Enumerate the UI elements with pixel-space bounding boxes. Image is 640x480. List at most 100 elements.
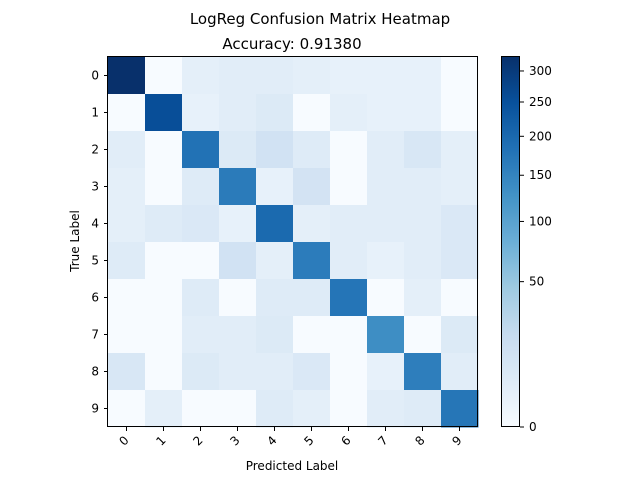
- heatmap-cell: [145, 168, 183, 206]
- chart-title: LogReg Confusion Matrix Heatmap: [190, 10, 450, 28]
- heatmap-cell: [441, 242, 479, 280]
- heatmap-cell: [108, 168, 146, 206]
- heatmap-cell: [108, 205, 146, 243]
- heatmap-cell: [219, 390, 257, 428]
- heatmap-cell: [367, 390, 405, 428]
- heatmap-cell: [441, 390, 479, 428]
- heatmap-cell: [367, 94, 405, 132]
- heatmap-cell: [182, 279, 220, 317]
- heatmap-cell: [441, 353, 479, 391]
- colorbar-tick-label: 300: [529, 64, 552, 78]
- heatmap-cell: [145, 57, 183, 95]
- heatmap-cell: [108, 279, 146, 317]
- y-axis-ticks: 0 1 2 3 4 5 6 7 8 9: [91, 69, 108, 416]
- heatmap-cell: [108, 242, 146, 280]
- heatmap-cell: [404, 390, 442, 428]
- heatmap-cell: [293, 57, 331, 95]
- y-tick-label: 2: [91, 143, 99, 157]
- heatmap-cell: [145, 94, 183, 132]
- heatmap-cell: [330, 242, 368, 280]
- heatmap-cells: [108, 57, 479, 428]
- heatmap-cell: [256, 390, 294, 428]
- heatmap-cell: [367, 131, 405, 169]
- x-axis-label: Predicted Label: [246, 459, 339, 473]
- x-axis-ticks: 0 1 2 3 4 5 6 7 8 9: [116, 427, 465, 449]
- heatmap-cell: [219, 316, 257, 354]
- heatmap-cell: [293, 168, 331, 206]
- heatmap-cell: [108, 57, 146, 95]
- heatmap-cell: [367, 168, 405, 206]
- colorbar-tick-label: 100: [529, 214, 552, 228]
- heatmap-cell: [441, 205, 479, 243]
- heatmap-cell: [256, 205, 294, 243]
- heatmap-cell: [182, 353, 220, 391]
- heatmap-cell: [182, 131, 220, 169]
- heatmap-cell: [330, 316, 368, 354]
- heatmap-cell: [256, 353, 294, 391]
- heatmap-cell: [219, 353, 257, 391]
- heatmap-cell: [293, 353, 331, 391]
- heatmap-cell: [293, 242, 331, 280]
- heatmap-cell: [367, 353, 405, 391]
- heatmap-cell: [441, 131, 479, 169]
- heatmap-cell: [404, 131, 442, 169]
- heatmap-cell: [293, 279, 331, 317]
- heatmap-cell: [108, 353, 146, 391]
- x-tick-label: 8: [412, 433, 427, 448]
- colorbar: [501, 56, 520, 427]
- heatmap-cell: [404, 279, 442, 317]
- heatmap-cell: [182, 94, 220, 132]
- heatmap-cell: [219, 131, 257, 169]
- heatmap-cell: [293, 94, 331, 132]
- heatmap-cell: [108, 390, 146, 428]
- colorbar-tick-label: 0: [529, 420, 537, 434]
- heatmap-cell: [256, 57, 294, 95]
- x-tick-label: 6: [338, 433, 353, 448]
- heatmap-cell: [404, 205, 442, 243]
- heatmap-cell: [330, 390, 368, 428]
- heatmap-cell: [145, 353, 183, 391]
- y-tick-label: 1: [91, 106, 99, 120]
- heatmap-cell: [441, 279, 479, 317]
- x-tick-label: 4: [264, 433, 279, 448]
- heatmap-cell: [145, 316, 183, 354]
- y-tick-label: 5: [91, 254, 99, 268]
- heatmap-cell: [293, 316, 331, 354]
- heatmap-cell: [182, 390, 220, 428]
- x-tick-label: 1: [153, 433, 168, 448]
- heatmap-cell: [108, 316, 146, 354]
- y-tick-label: 6: [91, 291, 99, 305]
- colorbar-tick-label: 50: [529, 275, 544, 289]
- heatmap-cell: [367, 205, 405, 243]
- y-axis-label: True Label: [68, 210, 82, 273]
- y-tick-label: 0: [91, 69, 99, 83]
- colorbar-ticks: 0 50 100 150 200 250 300: [520, 64, 552, 434]
- heatmap-cell: [330, 279, 368, 317]
- heatmap-cell: [182, 57, 220, 95]
- y-tick-label: 9: [91, 402, 99, 416]
- x-tick-label: 5: [301, 433, 316, 448]
- heatmap-cell: [293, 390, 331, 428]
- heatmap-cell: [404, 94, 442, 132]
- x-tick-label: 9: [449, 433, 464, 448]
- heatmap-cell: [330, 168, 368, 206]
- heatmap-frame: [107, 56, 478, 427]
- heatmap-cell: [145, 131, 183, 169]
- y-tick-label: 4: [91, 217, 99, 231]
- heatmap-cell: [293, 131, 331, 169]
- heatmap-cell: [256, 316, 294, 354]
- y-tick-label: 7: [91, 328, 99, 342]
- heatmap-cell: [219, 168, 257, 206]
- x-tick-label: 2: [190, 433, 205, 448]
- heatmap-cell: [256, 168, 294, 206]
- colorbar-tick-label: 250: [529, 95, 552, 109]
- heatmap-cell: [219, 57, 257, 95]
- heatmap-cell: [330, 94, 368, 132]
- heatmap-cell: [145, 390, 183, 428]
- heatmap-cell: [293, 205, 331, 243]
- heatmap-cell: [367, 316, 405, 354]
- heatmap-cell: [219, 205, 257, 243]
- heatmap-cell: [219, 94, 257, 132]
- heatmap-cell: [441, 57, 479, 95]
